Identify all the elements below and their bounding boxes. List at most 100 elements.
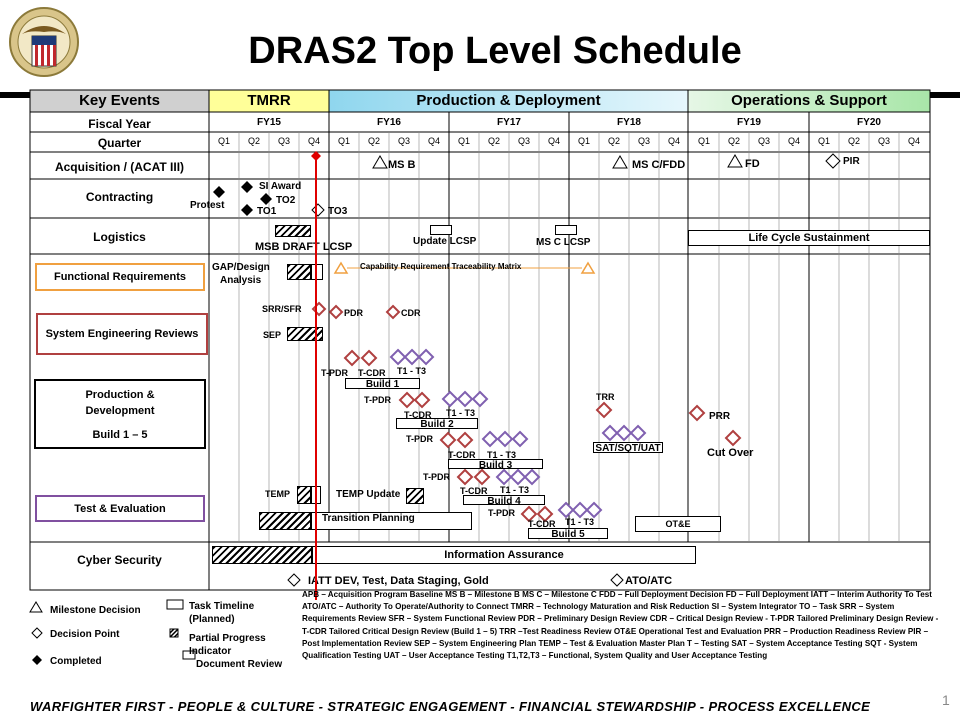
trr-label: TRR <box>596 392 615 402</box>
completed-diamond-icon <box>241 204 253 216</box>
prr-label: PRR <box>709 411 731 422</box>
fy-label: FY16 <box>377 117 401 128</box>
quarter-label: Q1 <box>217 136 230 146</box>
footer-text: WARFIGHTER FIRST - PEOPLE & CULTURE - ST… <box>30 699 871 714</box>
quarter-label: Q4 <box>667 136 680 146</box>
operations-header-bg <box>688 90 930 112</box>
acronym-legend: APB – Acquisition Program Baseline MS B … <box>302 590 939 661</box>
test-diamond-icon <box>523 468 541 486</box>
crtm-label: Capability Requirement Traceability Matr… <box>360 262 522 271</box>
sat-diamond-icon <box>601 424 619 442</box>
quarter-label: Q3 <box>277 136 290 146</box>
msb-draft-label: MSB DRAFT LCSP <box>255 241 353 253</box>
prr-diamond-icon <box>688 404 706 422</box>
build5-bar: Build 5 <box>528 528 608 540</box>
page-number: 1 <box>942 692 950 708</box>
quarter-label: Q2 <box>847 136 860 146</box>
test-diamond-icon <box>509 468 527 486</box>
test-diamond-icon <box>481 430 499 448</box>
crtm-start-triangle-icon <box>333 261 349 274</box>
build5-t13-label: T1 - T3 <box>565 517 595 527</box>
milestone-triangle-icon <box>372 155 388 169</box>
cdr-label: CDR <box>401 308 421 318</box>
tpdr-diamond-icon <box>456 468 474 486</box>
sat-bar: SAT/SQT/UAT <box>593 442 663 454</box>
tmrr-header-bg <box>209 90 329 112</box>
row-label-quarter: Quarter <box>97 136 142 150</box>
fy-label: FY18 <box>617 117 641 128</box>
trr-diamond-icon <box>595 401 613 419</box>
quarter-label: Q1 <box>337 136 350 146</box>
decision-diamond-icon <box>610 573 624 587</box>
update-lcsp-label: Update LCSP <box>413 236 477 247</box>
legend-milestone-label: Milestone Decision <box>50 605 141 616</box>
build4-bar: Build 4 <box>463 495 545 507</box>
legend-partial-label: Partial Progress <box>189 633 266 644</box>
quarter-label: Q1 <box>577 136 590 146</box>
milestone-triangle-icon <box>727 154 743 168</box>
legend-decision-label: Decision Point <box>50 629 120 640</box>
tcdr-diamond-icon <box>360 349 378 367</box>
test-eval-label: Test & Evaluation <box>35 495 205 522</box>
si-award-label: SI Award <box>259 181 302 192</box>
legend-partial-icon <box>169 628 179 638</box>
srr-label: SRR/SFR <box>262 304 302 314</box>
quarter-label: Q4 <box>307 136 320 146</box>
milestone-triangle-icon <box>612 155 628 169</box>
sep-bar <box>287 327 323 341</box>
quarter-label: Q3 <box>517 136 530 146</box>
sat-diamond-icon <box>615 424 633 442</box>
cutover-diamond-icon <box>724 429 742 447</box>
tpdr-diamond-icon <box>520 505 538 523</box>
row-label-contracting: Contracting <box>85 190 154 204</box>
build1-tcdr-label: T-CDR <box>358 368 386 378</box>
build2-tpdr-label: T-PDR <box>364 395 391 405</box>
prod-dev-line3: Build 1 – 5 <box>92 429 148 441</box>
test-diamond-icon <box>571 501 589 519</box>
quarter-label: Q2 <box>727 136 740 146</box>
key-events-header: Key Events <box>79 92 160 109</box>
temp-update-label: TEMP Update <box>336 489 401 500</box>
msc-lcsp-bar <box>555 225 577 235</box>
key-events-header-bg <box>30 90 209 112</box>
build3-tcdr-label: T-CDR <box>448 450 476 460</box>
pdr-label: PDR <box>344 308 364 318</box>
fy-label: FY17 <box>497 117 521 128</box>
build3-bar: Build 3 <box>448 459 543 471</box>
build1-t13-label: T1 - T3 <box>397 366 427 376</box>
build5-tpdr-label: T-PDR <box>488 508 515 518</box>
legend-docreview-icon <box>182 650 196 660</box>
build2-bar: Build 2 <box>396 418 478 430</box>
quarter-label: Q4 <box>427 136 440 146</box>
test-diamond-icon <box>389 348 407 366</box>
build4-t13-label: T1 - T3 <box>500 485 530 495</box>
build4-tpdr-label: T-PDR <box>423 472 450 482</box>
today-line <box>315 156 317 600</box>
row-label-fiscal-year: Fiscal Year <box>88 117 151 131</box>
crtm-end-triangle-icon <box>580 261 596 274</box>
quarter-label: Q2 <box>487 136 500 146</box>
agency-seal-logo <box>8 4 80 86</box>
build2-t13-label: T1 - T3 <box>446 408 476 418</box>
test-diamond-icon <box>403 348 421 366</box>
test-diamond-icon <box>456 390 474 408</box>
analysis-label: Analysis <box>220 275 262 286</box>
row-label-cyber: Cyber Security <box>77 553 162 567</box>
build5-tcdr-label: T-CDR <box>528 519 556 529</box>
ms-b-label: MS B <box>388 159 416 171</box>
tcdr-diamond-icon <box>456 431 474 449</box>
prod-dev-label: Production & Development Build 1 – 5 <box>34 379 206 449</box>
legend-task-label: Task Timeline <box>189 601 255 612</box>
gap-task-bar <box>311 264 323 280</box>
cutover-label: Cut Over <box>707 447 754 459</box>
build3-t13-label: T1 - T3 <box>487 450 517 460</box>
legend-partial-label-2: Indicator <box>189 646 232 657</box>
tcdr-diamond-icon <box>536 505 554 523</box>
legend-decision-icon <box>31 627 43 639</box>
to3-label: TO3 <box>328 206 348 217</box>
quarter-label: Q2 <box>247 136 260 146</box>
prod-dev-line1: Production & <box>85 389 155 401</box>
ms-c-label: MS C/FDD <box>632 159 686 171</box>
test-diamond-icon <box>441 390 459 408</box>
